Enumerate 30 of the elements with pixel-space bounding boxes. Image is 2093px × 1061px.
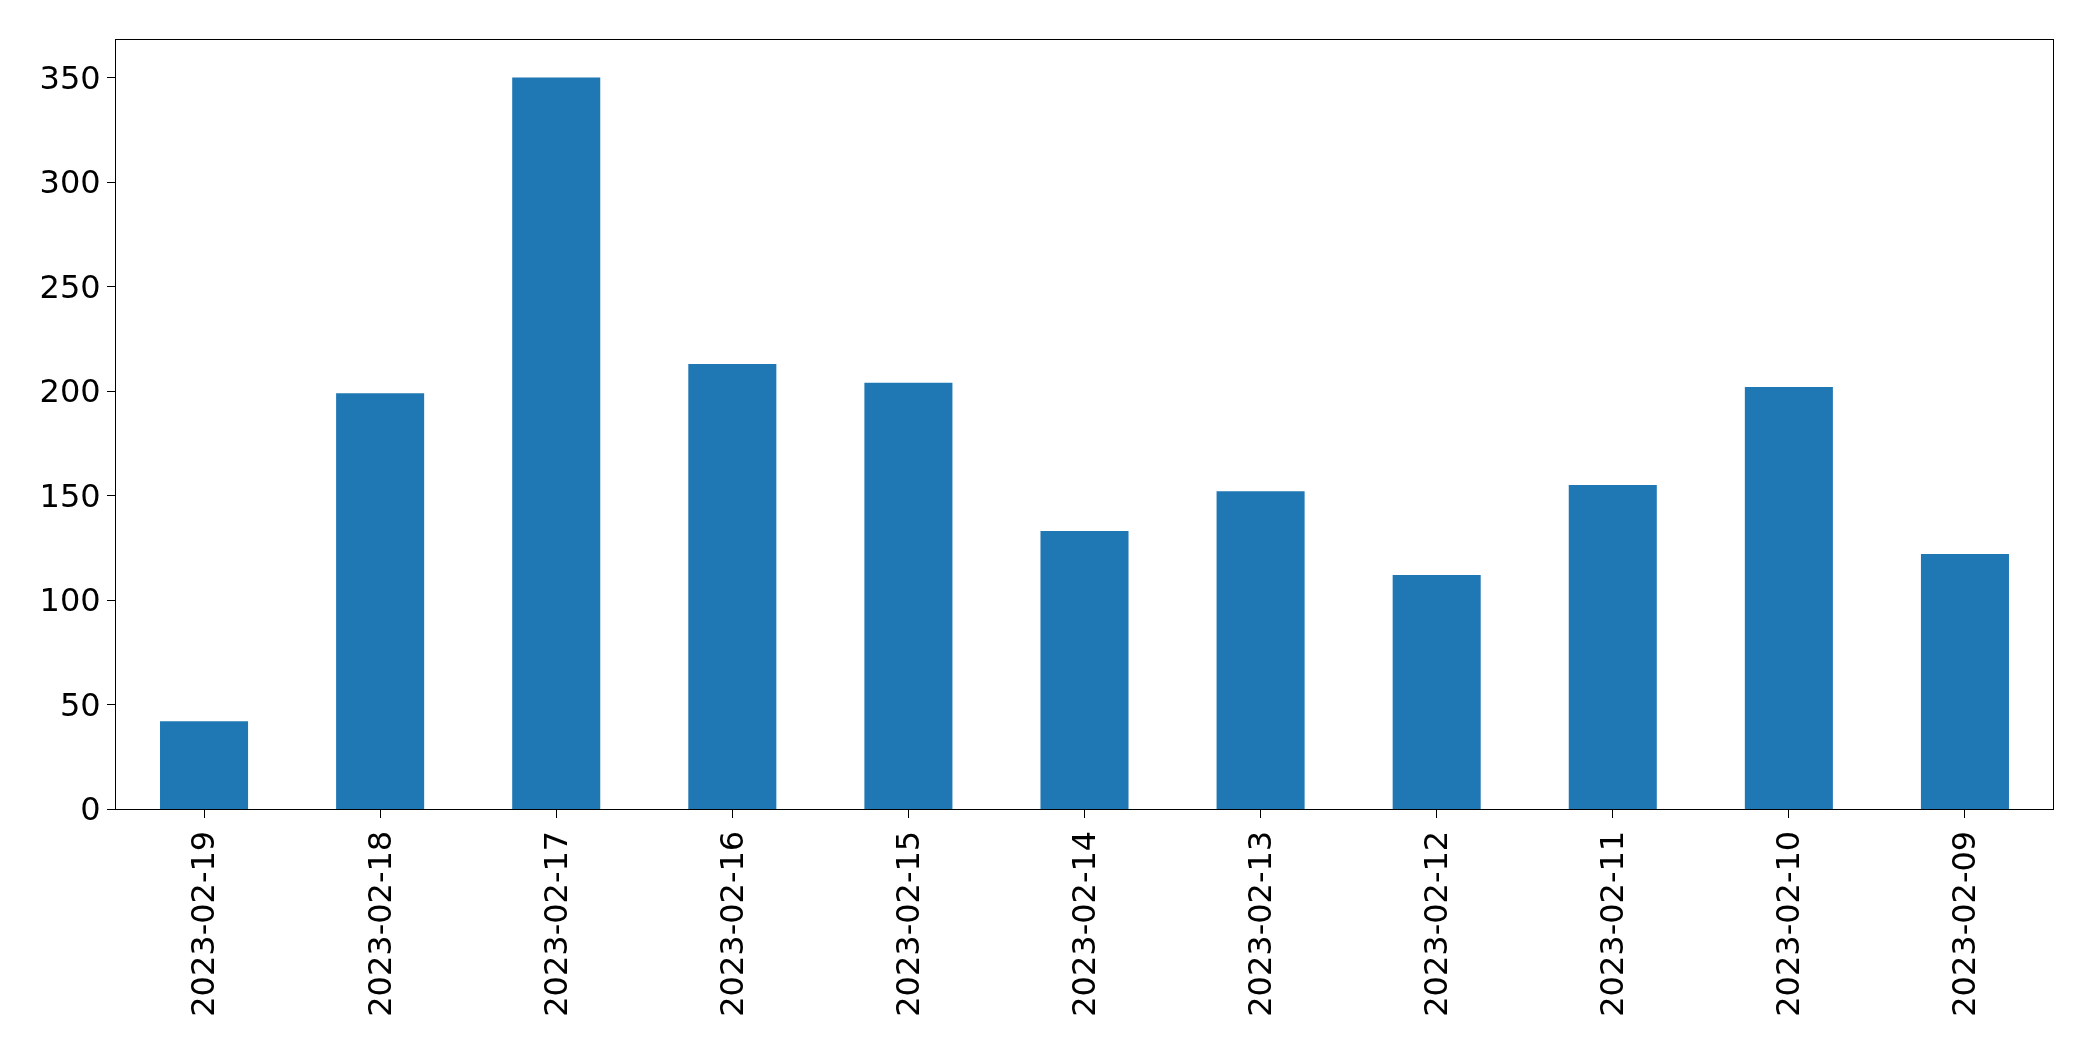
x-tick-label: 2023-02-19 (184, 830, 223, 1017)
y-tick-label: 100 (39, 581, 101, 620)
bar (160, 721, 249, 809)
x-tick-label: 2023-02-18 (360, 830, 399, 1017)
y-tick-label: 0 (80, 790, 101, 829)
bar (512, 77, 601, 809)
bar (1216, 491, 1305, 809)
bar (688, 363, 777, 809)
x-tick-label: 2023-02-10 (1769, 830, 1808, 1017)
bar (864, 382, 953, 809)
y-tick-label: 350 (39, 58, 101, 97)
y-tick-label: 250 (39, 267, 101, 306)
x-tick-label: 2023-02-16 (712, 830, 751, 1017)
x-tick-label: 2023-02-15 (888, 830, 927, 1017)
y-tick-label: 300 (39, 163, 101, 202)
x-tick-label: 2023-02-09 (1945, 830, 1984, 1017)
bar (336, 393, 425, 809)
x-tick-label: 2023-02-12 (1417, 830, 1456, 1017)
y-tick-label: 200 (39, 372, 101, 411)
bar (1040, 531, 1129, 809)
bar (1920, 554, 2009, 809)
y-tick-label: 150 (39, 476, 101, 515)
y-tick-label: 50 (59, 685, 101, 724)
x-tick-label: 2023-02-17 (536, 830, 575, 1017)
x-tick-label: 2023-02-14 (1064, 830, 1103, 1017)
bar (1568, 485, 1657, 809)
x-tick-label: 2023-02-11 (1593, 830, 1632, 1017)
bar (1392, 574, 1481, 809)
bar (1744, 386, 1833, 809)
x-tick-label: 2023-02-13 (1240, 830, 1279, 1017)
